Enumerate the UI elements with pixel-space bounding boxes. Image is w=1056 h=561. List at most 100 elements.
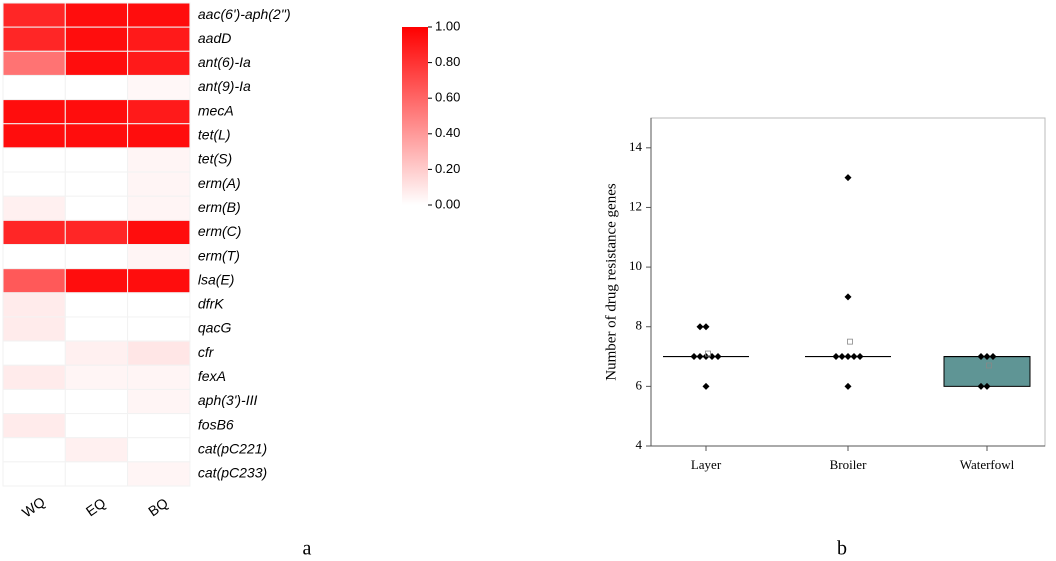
heatmap-cell [127,2,191,28]
colorbar-tick-label: 0.40 [435,125,460,140]
heatmap-cell [127,219,191,246]
heatmap-cell [127,26,191,52]
heatmap-cell [2,99,66,125]
data-point [844,353,852,361]
mean-marker [705,350,711,357]
data-point [702,382,710,390]
data-point [856,353,864,361]
heatmap-cell [127,171,191,197]
row-label: fexA [198,368,226,384]
heatmap-cell [127,316,191,342]
data-point [838,353,846,361]
y-tick-label: 6 [636,377,643,392]
plot-frame [650,117,1046,447]
heatmap-cell [127,195,191,221]
mean-marker [986,362,992,369]
y-axis-label: Number of drug resistance genes [603,183,619,381]
heatmap-cell [64,195,129,221]
heatmap-cell [127,413,191,439]
heatmap-cell [127,99,191,125]
data-point [989,353,997,361]
heatmap-cell [127,74,191,101]
data-point [844,293,852,301]
data-point [690,353,698,361]
data-point [844,382,852,390]
heatmap-cell [64,147,129,173]
column-label: WQ [19,493,48,520]
heatmap-cell [2,74,66,101]
heatmap-cell [2,195,66,221]
heatmap-cell [127,340,191,366]
heatmap-cell [64,74,129,101]
heatmap-cell [64,268,129,294]
heatmap-cell [2,123,66,149]
heatmap-cell [2,219,66,246]
row-label: cat(pC233) [198,465,267,481]
heatmap-cell [127,364,191,390]
heatmap-cell [2,413,66,439]
heatmap-cell [127,244,191,270]
heatmap-cell [2,340,66,366]
heatmap-cell [127,50,191,76]
colorbar-tick-label: 0.60 [435,90,460,105]
heatmap-cell [64,171,129,197]
heatmap-cell [127,437,191,463]
heatmap-cell [64,364,129,390]
heatmap-cell [127,388,191,415]
heatmap-cell [2,2,66,28]
data-point [702,323,710,331]
data-point [714,353,722,361]
heatmap-cell [64,437,129,463]
row-label: tet(S) [198,151,232,167]
row-label: cfr [198,344,215,360]
heatmap-cell [64,123,129,149]
row-label: aph(3')-III [198,392,258,408]
data-point [850,353,858,361]
row-label: aac(6')-aph(2'') [198,6,291,22]
row-label: fosB6 [198,416,234,432]
x-tick-label: Layer [691,457,722,472]
row-label: cat(pC221) [198,440,267,456]
heatmap-cell [64,388,129,415]
row-label: erm(B) [198,199,241,215]
row-label: mecA [198,102,234,118]
data-point [983,382,991,390]
x-tick-label: Waterfowl [960,457,1015,472]
row-label: erm(T) [198,247,240,263]
data-point [983,353,991,361]
colorbar-tick-label: 0.80 [435,54,460,69]
heatmap-cell [127,292,191,318]
row-label: qacG [198,320,232,336]
row-label: erm(C) [198,223,242,239]
heatmap-cell [2,364,66,390]
data-point [844,174,852,182]
heatmap-cell [64,413,129,439]
heatmap-cell [64,316,129,342]
row-label: aadD [198,30,231,46]
panel-caption: b [837,538,847,560]
heatmap-cell [64,50,129,76]
heatmap-cell [2,388,66,415]
data-point [696,323,704,331]
data-point [977,353,985,361]
y-tick-label: 14 [629,139,643,154]
row-label: ant(9)-Ia [198,78,251,94]
heatmap-cell [64,99,129,125]
heatmap-cell [2,316,66,342]
row-label: erm(A) [198,175,241,191]
heatmap-cell [2,171,66,197]
heatmap-cell [127,268,191,294]
heatmap-cell [2,461,66,487]
heatmap-cell [64,340,129,366]
colorbar-tick-label: 1.00 [435,18,460,33]
row-label: ant(6)-Ia [198,54,251,70]
mean-marker [847,338,853,345]
heatmap-cell [64,2,129,28]
y-tick-label: 10 [629,258,642,273]
heatmap-cell [127,123,191,149]
y-tick-label: 12 [629,198,642,213]
heatmap-cell [64,26,129,52]
panel-caption: a [303,538,312,560]
heatmap-cell [64,244,129,270]
